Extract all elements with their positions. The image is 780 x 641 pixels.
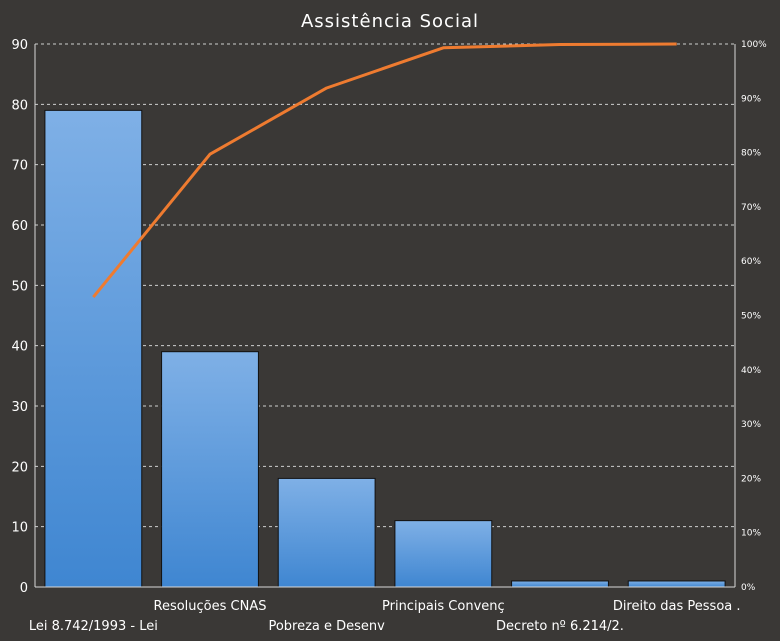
y2-tick-label: 40% — [741, 366, 761, 376]
y-tick-label: 10 — [11, 521, 28, 536]
x-tick-label: Lei 8.742/1993 - Lei — [29, 619, 158, 634]
y2-tick-label: 50% — [741, 312, 761, 322]
y-tick-label: 70 — [11, 159, 28, 174]
y-tick-label: 50 — [11, 279, 28, 294]
bar — [511, 580, 609, 588]
y-tick-label: 40 — [11, 340, 28, 355]
y-tick-label: 80 — [11, 98, 28, 113]
x-tick-label: Decreto nº 6.214/2. — [496, 619, 624, 634]
y-tick-label: 30 — [11, 400, 28, 415]
x-tick-label: Direito das Pessoa . — [613, 599, 741, 614]
x-axis: Lei 8.742/1993 - Lei Resoluções CNASPobre… — [29, 586, 741, 634]
y2-tick-label: 70% — [741, 203, 761, 213]
bar — [394, 520, 493, 588]
y2-tick-label: 100% — [741, 40, 767, 50]
y2-tick-label: 60% — [741, 257, 761, 267]
y-tick-label: 90 — [11, 38, 28, 53]
y-tick-label: 60 — [11, 219, 28, 234]
x-tick-label: Principais Convenç — [382, 599, 505, 614]
cumulative-series-line — [92, 42, 677, 298]
y2-tick-label: 20% — [741, 474, 761, 484]
bar — [44, 109, 143, 588]
chart-title: Assistência Social — [301, 11, 479, 32]
y2-tick-label: 10% — [741, 529, 761, 539]
x-tick-label: Resoluções CNAS — [154, 599, 267, 614]
cumulative-line — [92, 42, 677, 298]
y2-tick-label: 30% — [741, 420, 761, 430]
x-tick-label: Pobreza e Desenv — [268, 619, 385, 634]
bars — [44, 109, 726, 588]
y2-tick-label: 90% — [741, 94, 761, 104]
y-tick-label: 0 — [20, 581, 28, 596]
y-axis-left: 0 10 20 30 40 50 60 70 80 90 — [11, 38, 36, 596]
y-tick-label: 20 — [11, 460, 28, 475]
y2-tick-label: 0% — [741, 583, 756, 593]
y-axis-right: 0% 10% 20% 30% 40% 50% 60% 70% 80% 90% 100% — [734, 40, 767, 593]
bar — [627, 580, 726, 588]
bar — [161, 351, 259, 588]
bar — [277, 477, 376, 588]
y2-tick-label: 80% — [741, 149, 761, 159]
